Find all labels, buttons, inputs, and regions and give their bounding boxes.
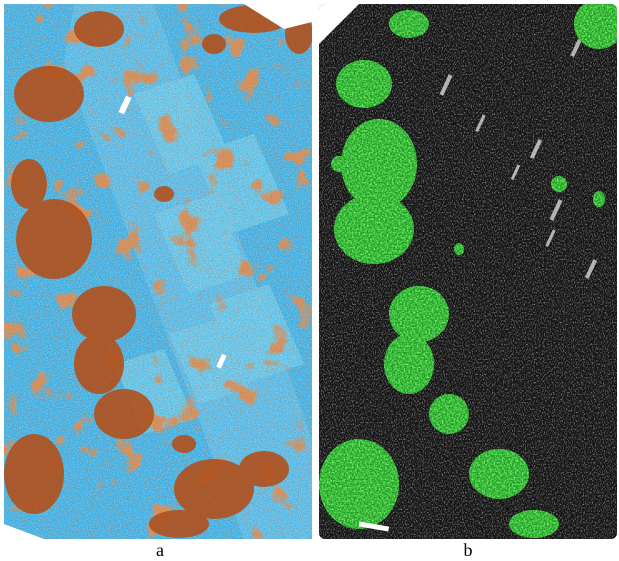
- panel-b-caption: b: [463, 540, 473, 560]
- panel-b-image: [319, 4, 617, 539]
- building-edges: [439, 38, 598, 279]
- panel-a-image: [4, 4, 312, 539]
- panel-b-classified-pointcloud: [319, 4, 617, 539]
- no-data-gaps: [4, 4, 312, 539]
- no-data-gaps: [319, 4, 390, 532]
- panel-a-intensity-pointcloud: [4, 4, 312, 539]
- panel-a-caption: a: [156, 540, 164, 560]
